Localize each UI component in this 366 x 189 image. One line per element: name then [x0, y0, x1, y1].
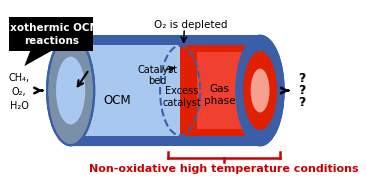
Ellipse shape: [236, 36, 284, 145]
Ellipse shape: [56, 57, 85, 124]
Text: ?: ?: [299, 96, 306, 109]
FancyBboxPatch shape: [9, 17, 93, 51]
Text: O₂ is depleted: O₂ is depleted: [154, 20, 228, 30]
Text: OCM: OCM: [103, 94, 131, 107]
Text: Excess
catalyst: Excess catalyst: [163, 86, 201, 108]
Ellipse shape: [47, 36, 94, 145]
Polygon shape: [180, 45, 260, 136]
Text: ?: ?: [299, 84, 306, 97]
Text: Non-oxidative high temperature conditions: Non-oxidative high temperature condition…: [89, 164, 359, 174]
Polygon shape: [24, 51, 51, 66]
Ellipse shape: [243, 51, 277, 130]
Text: CH₄,
O₂,
H₂O: CH₄, O₂, H₂O: [9, 73, 30, 111]
Ellipse shape: [251, 69, 269, 112]
Text: Catalyst
bed: Catalyst bed: [137, 65, 178, 86]
Text: Exothermic OCM
reactions: Exothermic OCM reactions: [3, 22, 100, 46]
Text: ?: ?: [299, 72, 306, 85]
Text: Gas
phase: Gas phase: [204, 84, 235, 105]
Polygon shape: [197, 52, 256, 129]
Polygon shape: [71, 45, 260, 136]
Polygon shape: [71, 36, 260, 145]
